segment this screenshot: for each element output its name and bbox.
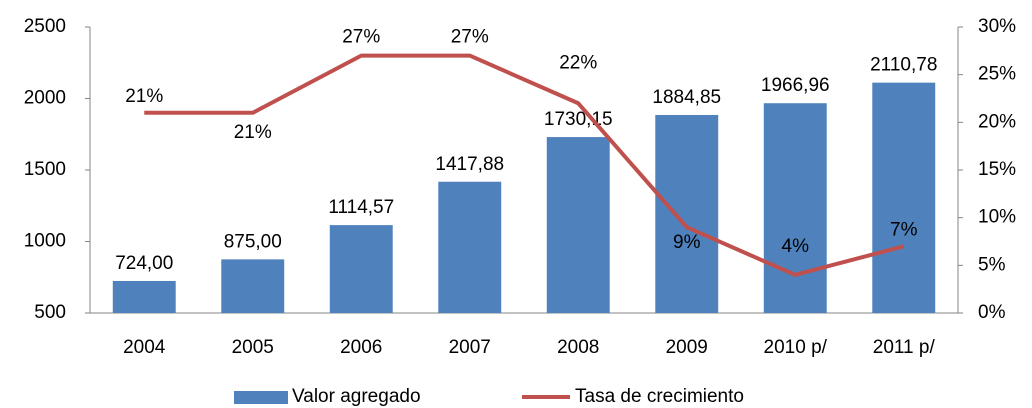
x-tick-label: 2007 — [449, 337, 491, 358]
line-value-label: 7% — [890, 219, 918, 240]
bar — [546, 137, 610, 313]
y-tick-label: 500 — [34, 302, 66, 323]
y2-tick-label: 5% — [978, 254, 1006, 275]
line-value-label: 27% — [342, 27, 380, 48]
line-value-label: 4% — [782, 236, 810, 257]
y-tick-label: 1500 — [24, 159, 66, 180]
bar-value-label: 1730,15 — [544, 109, 613, 130]
y-tick-label: 2000 — [24, 88, 66, 109]
y2-tick-label: 10% — [978, 207, 1016, 228]
x-tick-label: 2004 — [123, 337, 166, 358]
y-tick-label: 2500 — [24, 16, 66, 37]
y2-tick-label: 25% — [978, 64, 1016, 85]
bar — [112, 280, 176, 313]
x-tick-label: 2010 p/ — [764, 337, 828, 358]
bar — [872, 82, 936, 313]
bar — [329, 225, 393, 313]
bar — [221, 259, 285, 313]
x-tick-label: 2006 — [340, 337, 382, 358]
line-value-label: 9% — [673, 232, 701, 253]
line-value-label: 21% — [125, 86, 163, 107]
bar — [438, 181, 502, 313]
x-tick-label: 2008 — [557, 337, 599, 358]
bar-value-label: 1114,57 — [328, 197, 394, 218]
x-tick-label: 2005 — [232, 337, 274, 358]
x-tick-label: 2011 p/ — [873, 337, 936, 358]
y2-tick-label: 20% — [978, 111, 1016, 132]
y2-tick-label: 15% — [978, 159, 1016, 180]
line-value-label: 22% — [559, 52, 597, 73]
line — [144, 53, 905, 277]
bar-value-label: 875,00 — [224, 231, 282, 252]
y-tick-label: 1000 — [24, 231, 66, 252]
legend-label: Valor agregado — [292, 386, 421, 407]
legend-label: Tasa de crecimiento — [575, 386, 744, 407]
bar-value-label: 1884,85 — [652, 87, 721, 108]
line-value-label: 21% — [234, 122, 272, 143]
x-tick-label: 2009 — [666, 337, 708, 358]
bar-value-label: 724,00 — [115, 253, 173, 274]
bar — [763, 103, 827, 313]
y2-tick-label: 30% — [978, 16, 1016, 37]
y2-tick-label: 0% — [978, 302, 1006, 323]
line-value-label: 27% — [451, 27, 489, 48]
bar-value-label: 1966,96 — [761, 75, 830, 96]
bar-value-label: 2110,78 — [870, 55, 937, 76]
bar-value-label: 1417,88 — [435, 154, 504, 175]
bar — [655, 114, 719, 313]
legend-swatch — [234, 391, 288, 404]
